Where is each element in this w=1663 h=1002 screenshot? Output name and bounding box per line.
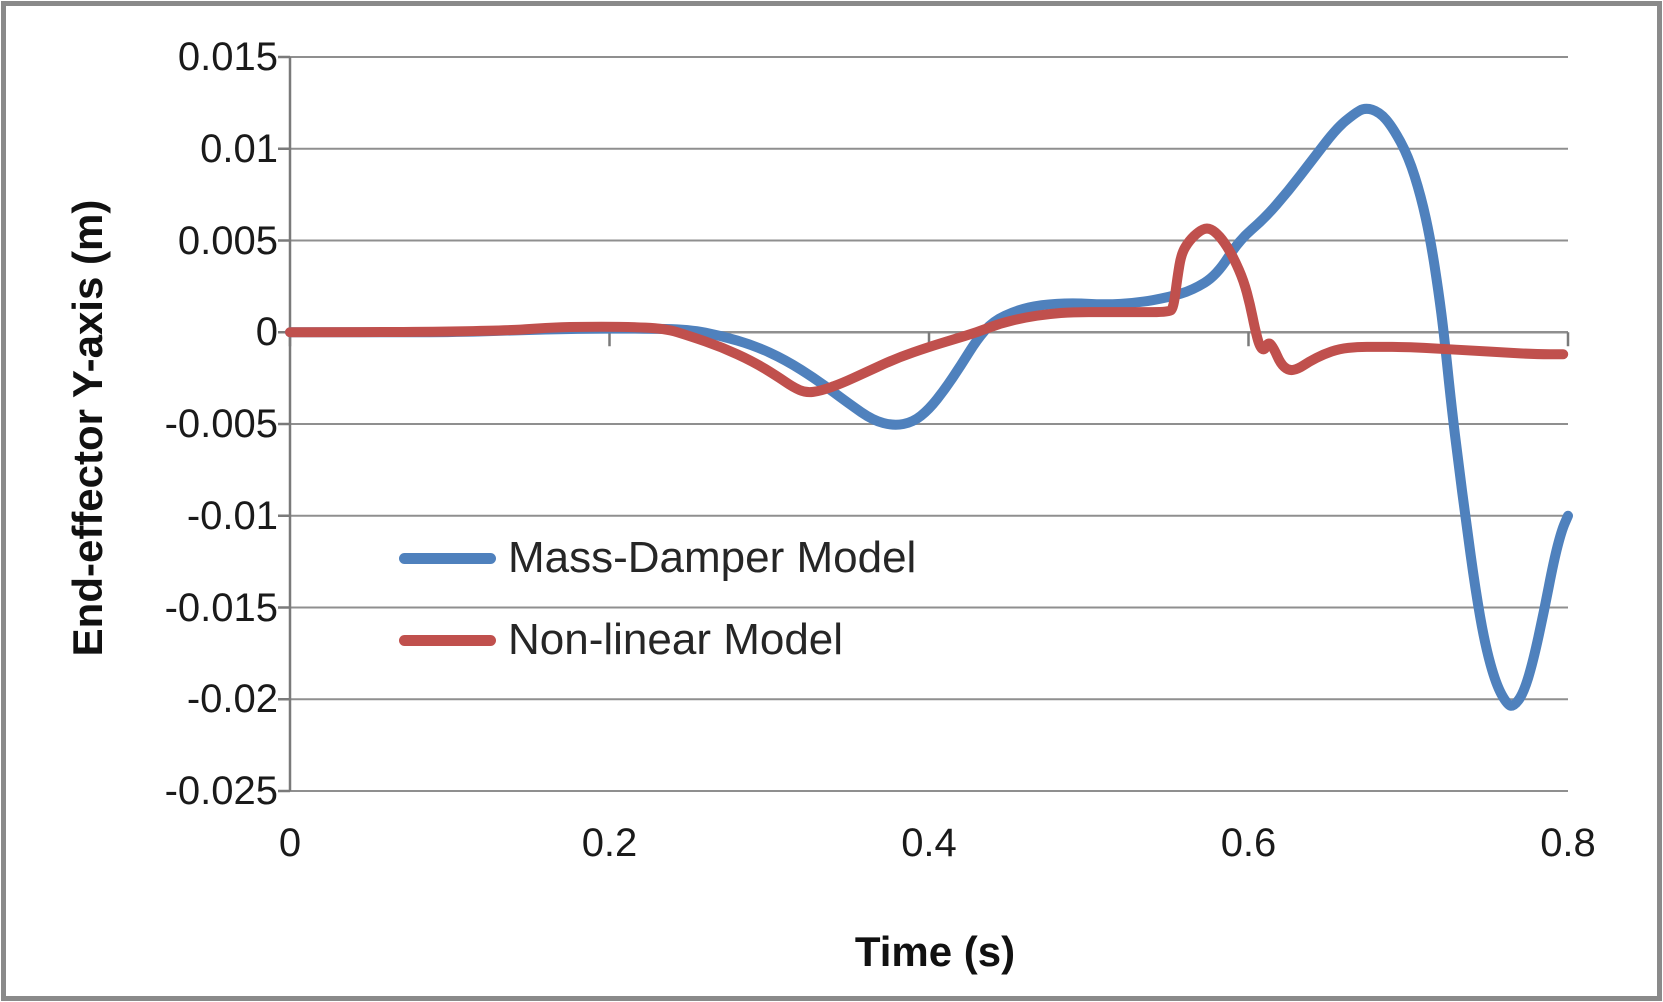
y-tick-label: -0.025 (164, 769, 278, 813)
x-tick-label: 0.8 (1540, 821, 1596, 865)
series-lines (285, 103, 1573, 711)
y-tick-label: -0.02 (186, 677, 278, 722)
y-tick-label: 0.005 (177, 218, 278, 263)
x-tick-label: 0.4 (901, 821, 957, 865)
legend-line-sample-red (399, 634, 496, 646)
x-tick-label: 0.2 (581, 821, 638, 865)
legend-label: Mass-Damper Model (508, 533, 917, 582)
plot-area (278, 55, 1573, 793)
y-tick-label: -0.005 (164, 402, 278, 446)
y-tick-label: -0.01 (186, 493, 278, 538)
y-tick-label: 0.01 (200, 126, 278, 171)
series-line-non-linear (285, 223, 1569, 398)
gridlines (290, 56, 1568, 792)
legend-item-mass-damper: Mass-Damper Model (399, 530, 916, 586)
legend-item-non-linear: Non-linear Model (399, 612, 843, 668)
legend-label: Non-linear Model (508, 615, 844, 664)
y-tick-label: -0.015 (164, 585, 278, 630)
x-tick-label: 0.6 (1220, 821, 1277, 865)
y-tick-label: 0.015 (177, 35, 278, 79)
y-tick-label: 0 (255, 310, 278, 355)
y-axis-title: End-effector Y-axis (m) (64, 199, 111, 657)
legend-line-sample-blue (399, 552, 496, 564)
x-tick-label: 0 (278, 821, 302, 865)
x-axis-title: Time (s) (854, 928, 1016, 975)
